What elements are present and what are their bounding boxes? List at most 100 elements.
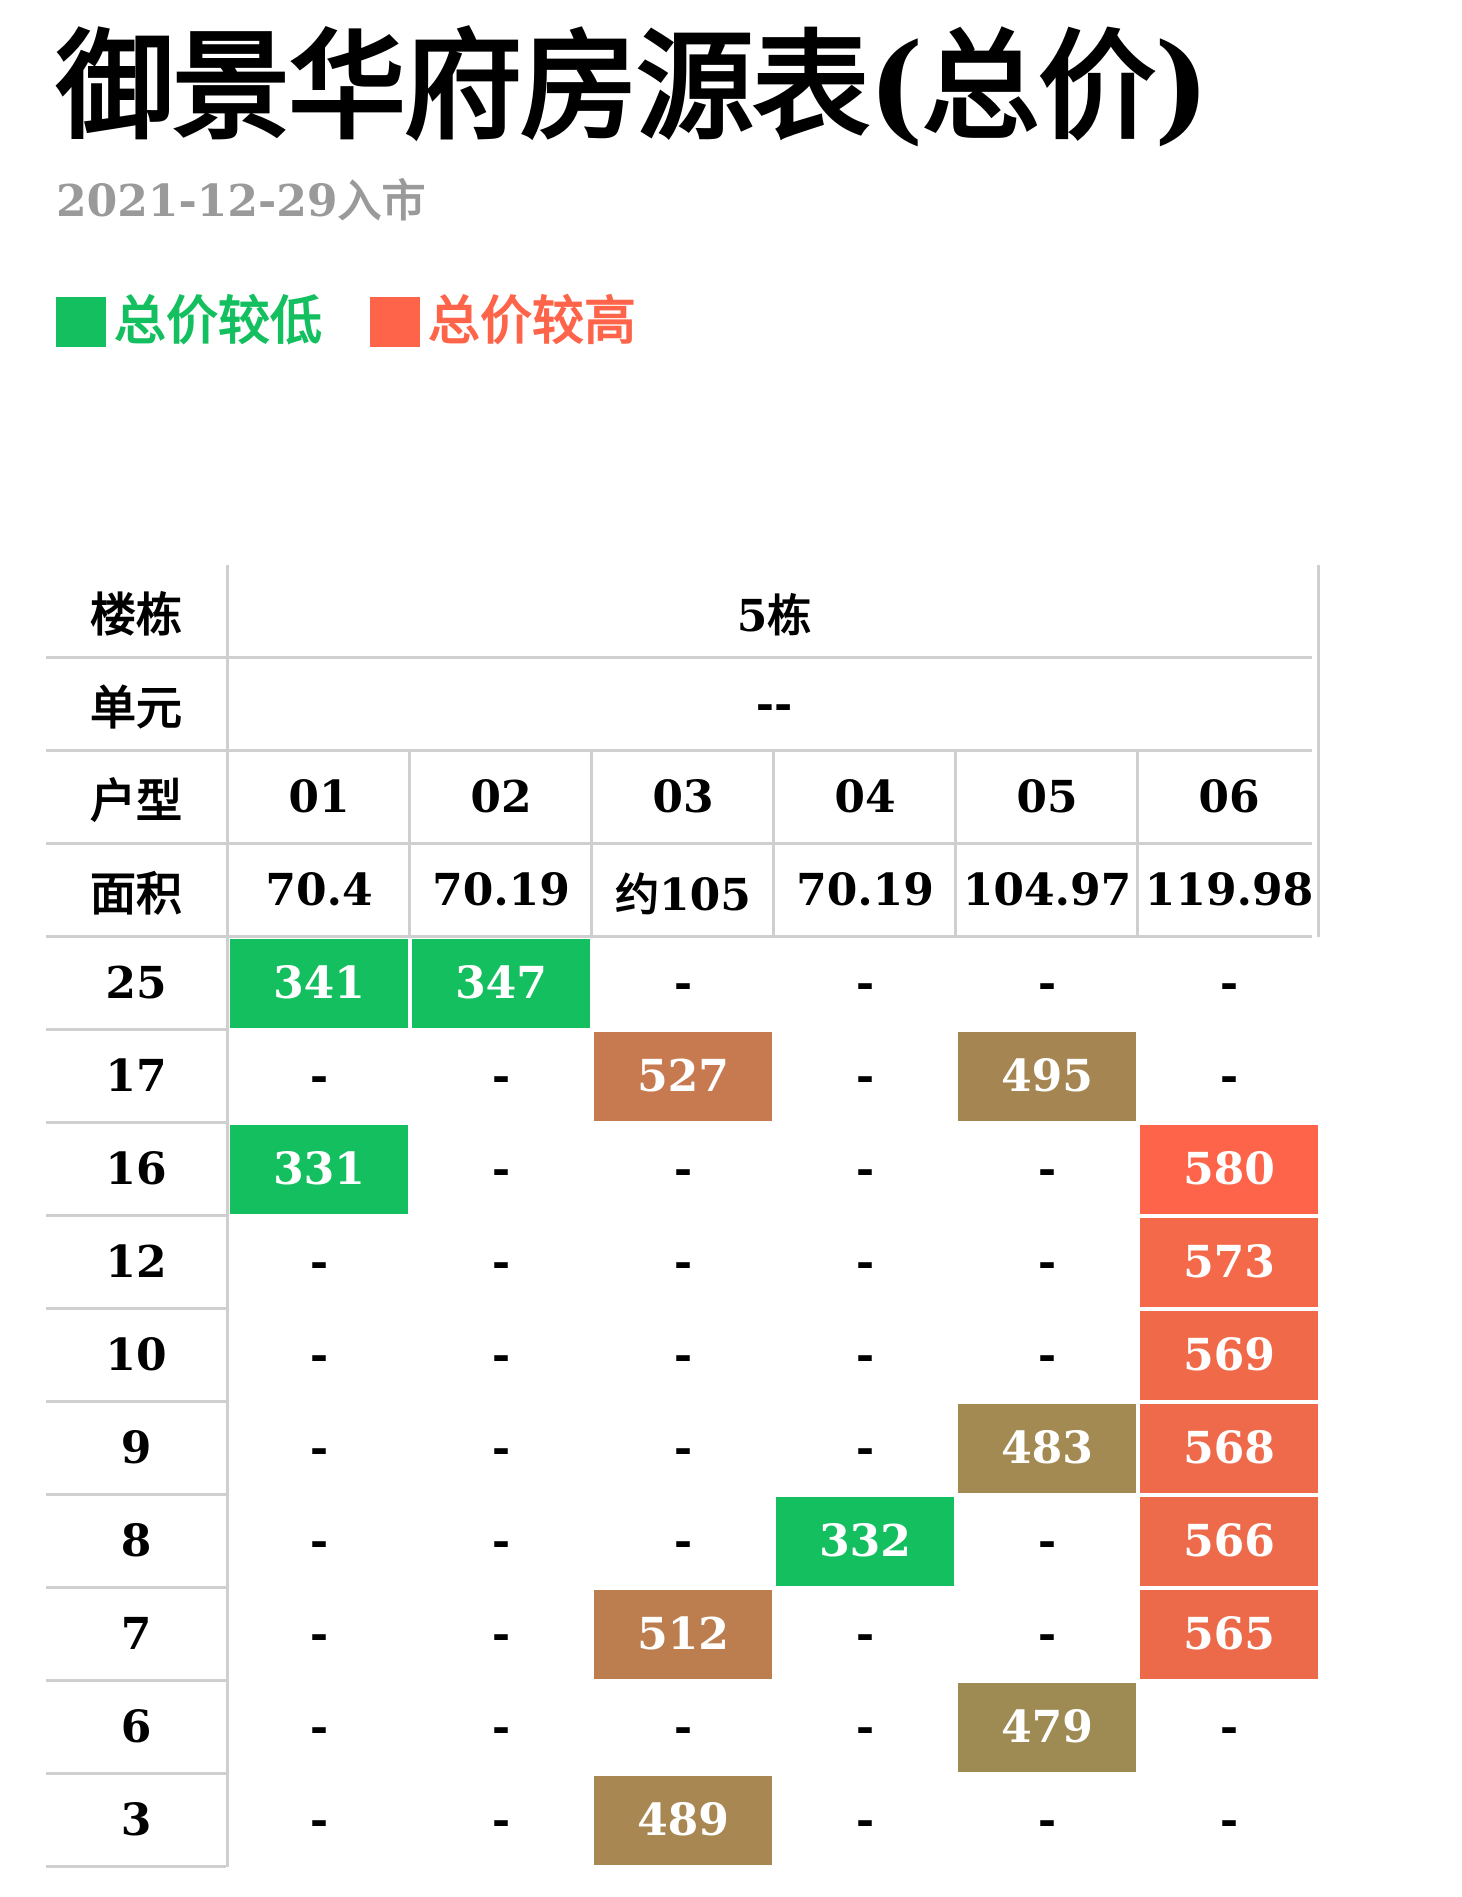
legend-label-high: 总价较高	[428, 291, 637, 352]
empty-cell: -	[1219, 1795, 1239, 1846]
price-table: 楼栋 5栋 单元 -- 户型 面积 01 02 03 04 05 06 70.4 70.19 约…	[46, 565, 1332, 1880]
price-cell: 347	[412, 939, 590, 1028]
empty-cell: -	[309, 1330, 329, 1381]
page-title: 御景华府房源表(总价)	[56, 17, 1210, 156]
price-cell: 580	[1140, 1125, 1318, 1214]
empty-cell: -	[491, 1423, 511, 1474]
legend-label-low: 总价较低	[114, 291, 323, 352]
price-cell: 527	[594, 1032, 772, 1121]
building-header-label: 楼栋	[90, 587, 182, 642]
unit-header-label: 单元	[90, 680, 182, 735]
price-cell: 566	[1140, 1497, 1318, 1586]
floor-label: 8	[120, 1516, 152, 1567]
empty-cell: -	[1219, 1051, 1239, 1102]
empty-cell: -	[855, 1330, 875, 1381]
type-cell: 01	[288, 772, 350, 823]
price-cell: 495	[958, 1032, 1136, 1121]
row-divider	[46, 749, 1312, 752]
floor-label: 10	[105, 1330, 167, 1381]
empty-cell: -	[309, 1795, 329, 1846]
legend-item-low: 总价较低	[56, 292, 322, 352]
legend-swatch-high	[370, 297, 421, 347]
table-right-border	[1317, 565, 1320, 937]
empty-cell: -	[491, 1516, 511, 1567]
row-divider	[46, 1307, 226, 1310]
price-cell: 512	[594, 1590, 772, 1679]
legend-swatch-low	[56, 297, 106, 347]
empty-cell: -	[491, 1237, 511, 1288]
legend-item-high: 总价较高	[370, 292, 636, 352]
empty-cell: -	[1219, 1702, 1239, 1753]
empty-cell: -	[855, 1702, 875, 1753]
type-header-label: 户型	[90, 773, 182, 828]
empty-cell: -	[855, 1051, 875, 1102]
empty-cell: -	[491, 1795, 511, 1846]
empty-cell: -	[855, 1423, 875, 1474]
type-cell: 02	[470, 772, 532, 823]
row-divider	[46, 935, 1312, 938]
type-cell: 05	[1016, 772, 1078, 823]
row-divider	[46, 1400, 226, 1403]
empty-cell: -	[855, 1795, 875, 1846]
floor-label: 3	[120, 1795, 152, 1846]
empty-cell: -	[673, 1330, 693, 1381]
type-cell: 03	[652, 772, 714, 823]
price-cell: 332	[776, 1497, 954, 1586]
row-divider	[46, 1028, 226, 1031]
price-cell: 568	[1140, 1404, 1318, 1493]
floor-label: 25	[105, 958, 167, 1009]
empty-cell: -	[1037, 1609, 1057, 1660]
area-cell: 119.98	[1144, 865, 1314, 916]
column-divider	[408, 751, 411, 937]
area-cell: 70.4	[265, 865, 373, 916]
column-divider	[1136, 751, 1139, 937]
column-divider	[772, 751, 775, 937]
empty-cell: -	[673, 1702, 693, 1753]
row-divider	[46, 1214, 226, 1217]
floor-label: 12	[105, 1237, 167, 1288]
row-divider	[46, 656, 1312, 659]
empty-cell: -	[1219, 958, 1239, 1009]
empty-cell: -	[1037, 1330, 1057, 1381]
price-cell: 483	[958, 1404, 1136, 1493]
empty-cell: -	[309, 1702, 329, 1753]
empty-cell: -	[309, 1051, 329, 1102]
price-cell: 479	[958, 1683, 1136, 1772]
row-divider	[46, 1586, 226, 1589]
price-cell: 489	[594, 1776, 772, 1865]
row-divider	[46, 1679, 226, 1682]
empty-cell: -	[1037, 1144, 1057, 1195]
row-divider	[46, 1121, 226, 1124]
empty-cell: -	[673, 1516, 693, 1567]
column-divider	[590, 751, 593, 937]
empty-cell: -	[309, 1609, 329, 1660]
empty-cell: -	[855, 958, 875, 1009]
empty-cell: -	[309, 1237, 329, 1288]
floor-label: 6	[120, 1702, 152, 1753]
row-divider	[46, 1865, 226, 1868]
price-cell: 341	[230, 939, 408, 1028]
building-value: 5栋	[736, 590, 812, 642]
empty-cell: -	[673, 1423, 693, 1474]
price-cell: 573	[1140, 1218, 1318, 1307]
floor-label: 17	[105, 1051, 167, 1102]
area-cell: 70.19	[796, 865, 934, 916]
price-cell: 569	[1140, 1311, 1318, 1400]
area-cell: 约105	[615, 869, 751, 921]
empty-cell: -	[1037, 1795, 1057, 1846]
label-column-divider	[226, 565, 229, 1867]
area-cell: 70.19	[432, 865, 570, 916]
empty-cell: -	[673, 1237, 693, 1288]
floor-label: 9	[120, 1423, 152, 1474]
floor-label: 16	[105, 1144, 167, 1195]
row-divider	[46, 842, 1312, 845]
empty-cell: -	[491, 1702, 511, 1753]
empty-cell: -	[673, 1144, 693, 1195]
empty-cell: -	[309, 1516, 329, 1567]
row-divider	[46, 1772, 226, 1775]
area-cell: 104.97	[962, 865, 1132, 916]
empty-cell: -	[491, 1330, 511, 1381]
empty-cell: -	[855, 1609, 875, 1660]
row-divider	[46, 1493, 226, 1496]
empty-cell: -	[491, 1051, 511, 1102]
